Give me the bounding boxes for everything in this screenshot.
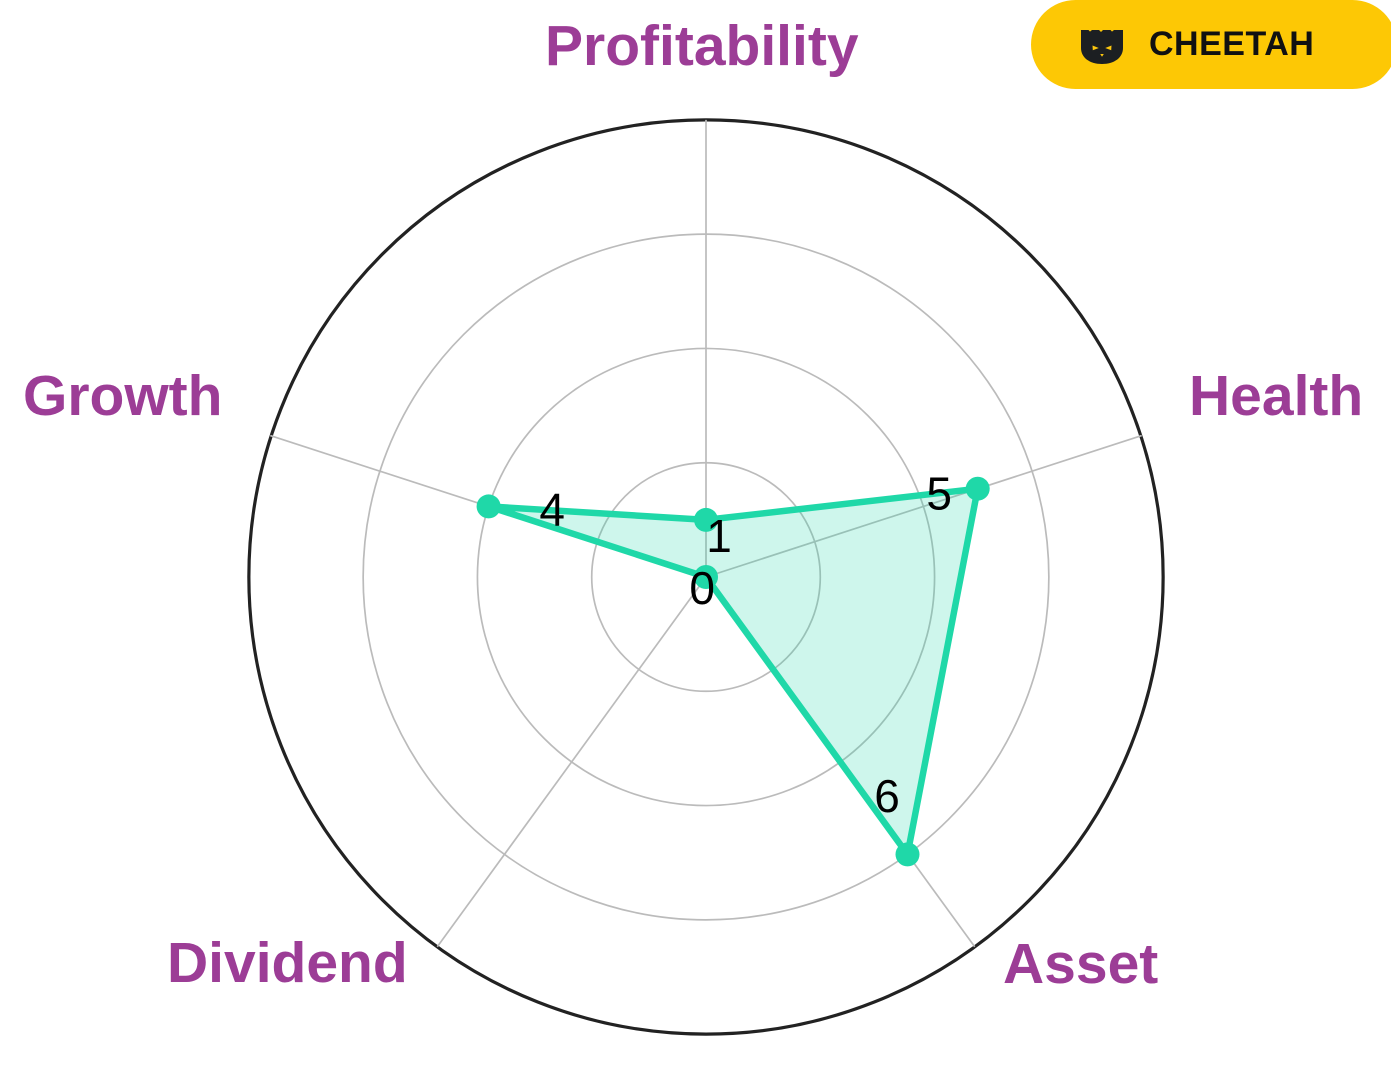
svg-text:1: 1 [706, 510, 732, 562]
svg-text:6: 6 [874, 770, 900, 822]
svg-text:5: 5 [926, 468, 952, 520]
svg-text:0: 0 [689, 562, 715, 614]
svg-text:4: 4 [539, 484, 565, 536]
